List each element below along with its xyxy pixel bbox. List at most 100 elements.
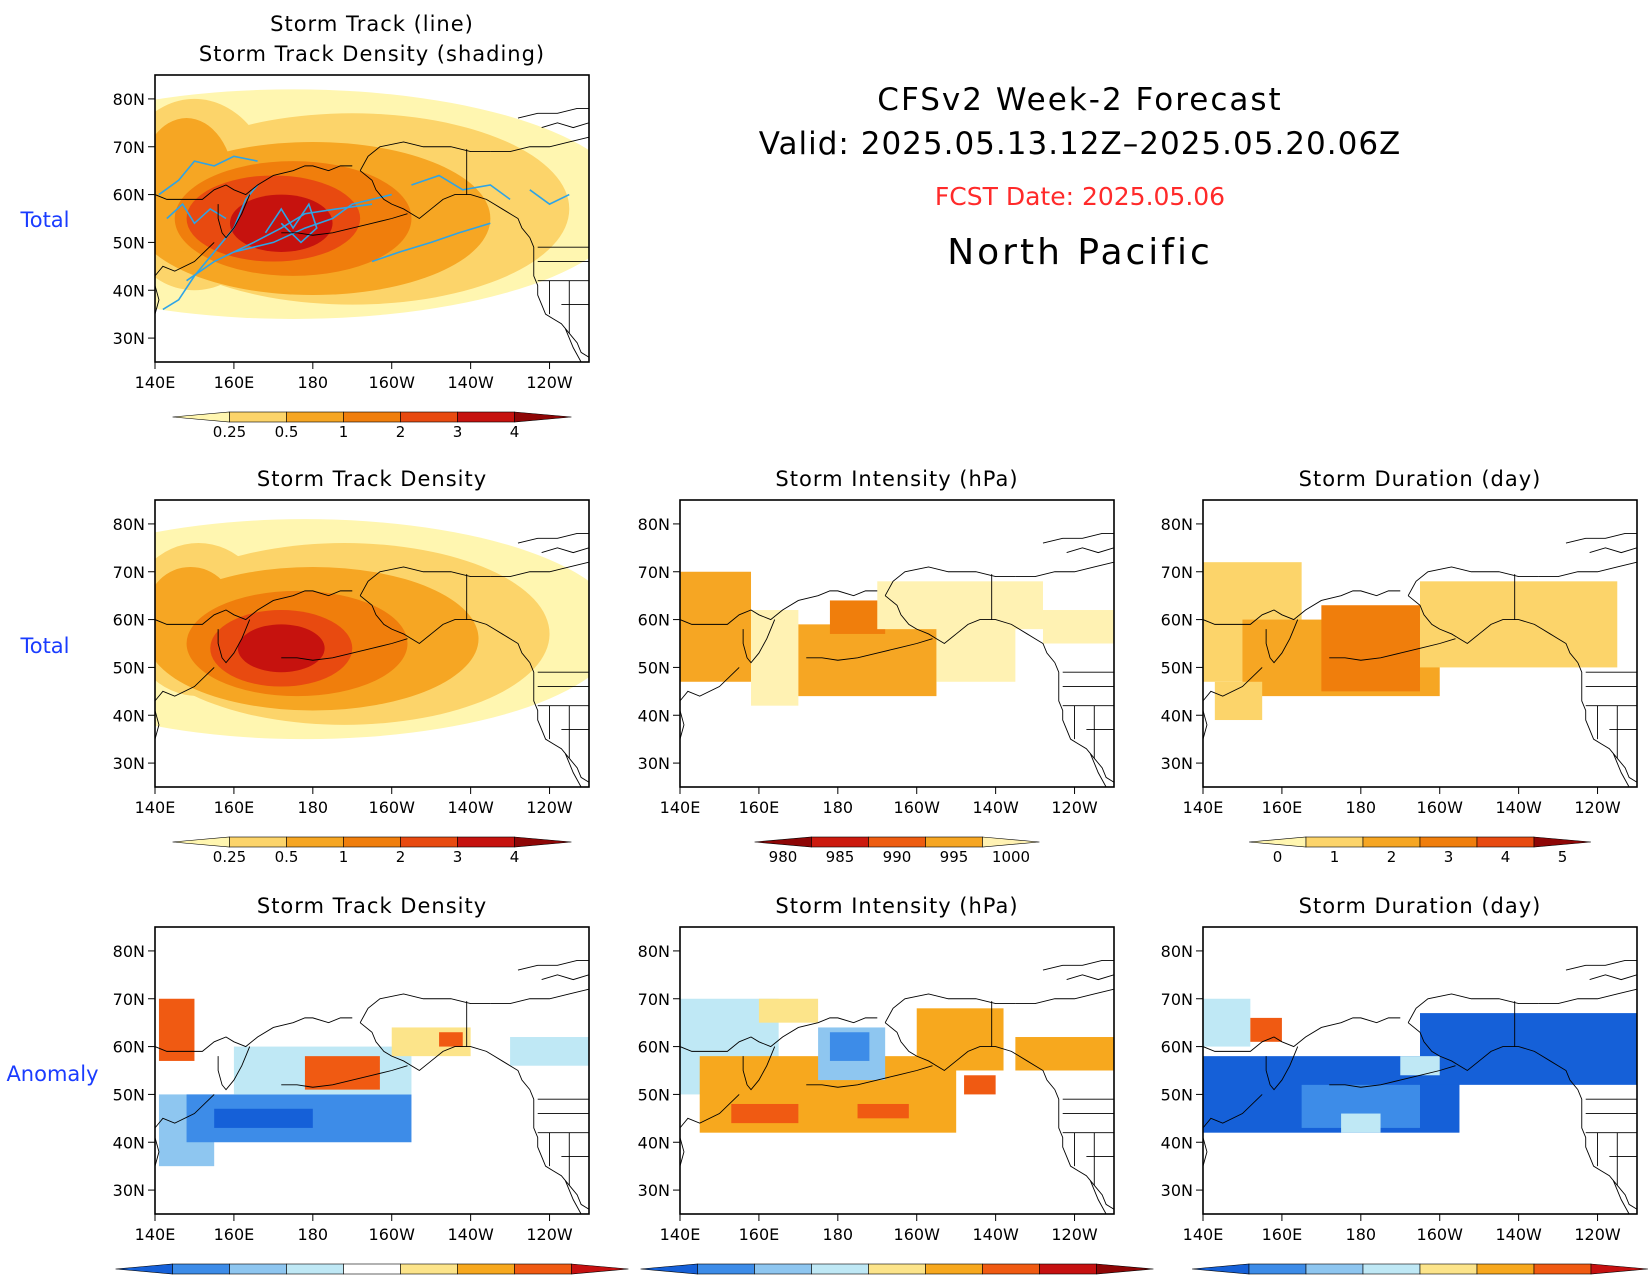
coastline	[1015, 561, 1114, 577]
panel-title: Storm Duration (day)	[1299, 467, 1542, 491]
coastline	[884, 1022, 1056, 1090]
colorbar-label: 0	[1273, 848, 1283, 866]
map-field	[155, 519, 589, 787]
colorbar-label: 5	[1558, 848, 1568, 866]
lon-tick-label: 140E	[1183, 1225, 1224, 1244]
colorbar-arrow	[1533, 836, 1592, 848]
lat-tick-label: 40N	[1161, 1133, 1193, 1152]
lon-tick-label: 120W	[1574, 798, 1621, 817]
grid-cell	[439, 1032, 463, 1047]
grid-cell	[798, 624, 937, 697]
coastline	[281, 638, 408, 661]
colorbar-segment	[229, 1263, 287, 1275]
coastline	[1612, 753, 1630, 787]
grid-cell	[304, 1056, 380, 1090]
colorbar-arrow	[1590, 1263, 1649, 1275]
colorbar-segment	[514, 1263, 572, 1275]
colorbar-label: 1	[339, 423, 349, 441]
map-panel-3: 140E 160E 180 160W 140W 120W 80N 70N 60N 50N 40N 30…	[1161, 467, 1638, 817]
colorbar-6: −0.4−0.200.20.4	[1191, 1263, 1649, 1275]
lat-tick-label: 40N	[1161, 706, 1193, 725]
coastline	[1203, 1137, 1208, 1168]
coastline	[529, 1089, 589, 1210]
lon-tick-label: 160W	[894, 1225, 941, 1244]
storm-track-line	[233, 193, 392, 253]
lat-tick-label: 70N	[113, 563, 145, 582]
row-label-total-1: Total	[20, 208, 70, 232]
coastline	[155, 1094, 215, 1129]
lat-tick-label: 60N	[113, 186, 145, 205]
lat-tick-label: 70N	[638, 563, 670, 582]
lon-tick-label: 160W	[894, 798, 941, 817]
coastline	[1565, 960, 1637, 971]
coastline	[359, 595, 531, 663]
panel-title: Storm Duration (day)	[1299, 894, 1542, 918]
lat-tick-label: 60N	[1161, 611, 1193, 630]
coastline	[1407, 993, 1539, 1023]
storm-track-line	[158, 155, 258, 196]
panel-title: Storm Track Density (shading)	[199, 42, 545, 66]
map-field	[680, 533, 1114, 787]
coastline	[155, 165, 353, 200]
colorbar-segment	[1305, 836, 1364, 848]
colorbar-label: 0.25	[213, 423, 246, 441]
colorbar-label: 2	[396, 423, 406, 441]
lat-tick-label: 50N	[113, 1085, 145, 1104]
coastline	[1054, 1089, 1114, 1210]
colorbar-segment	[1305, 1263, 1364, 1275]
coastline	[1577, 662, 1637, 783]
lat-tick-label: 30N	[113, 329, 145, 348]
lon-tick-label: 160E	[214, 798, 255, 817]
grid-cell	[214, 1108, 313, 1128]
colorbar-arrow	[571, 1263, 629, 1275]
lon-tick-label: 180	[298, 798, 329, 817]
colorbar-label: 0.25	[213, 848, 246, 866]
coastline	[1577, 1089, 1637, 1210]
lon-tick-label: 180	[823, 1225, 854, 1244]
colorbar-segment	[457, 1263, 515, 1275]
map-frame	[1202, 926, 1638, 1215]
lon-tick-label: 140W	[447, 798, 494, 817]
coastline	[680, 1094, 740, 1129]
coastline	[1538, 561, 1637, 577]
lon-tick-label: 140W	[1495, 798, 1542, 817]
coastline	[884, 595, 1056, 663]
coastline	[529, 237, 589, 358]
coastline	[155, 590, 353, 625]
storm-track-line	[186, 203, 373, 282]
coastline	[1329, 1065, 1456, 1088]
grid-cell	[1042, 610, 1114, 644]
coastline	[281, 1065, 408, 1088]
grid-cell	[1420, 581, 1618, 668]
lon-tick-label: 140E	[660, 1225, 701, 1244]
coastline	[1203, 710, 1208, 741]
panel-title: Storm Intensity (hPa)	[775, 467, 1018, 491]
colorbar-arrow	[1191, 1263, 1250, 1275]
lon-tick-label: 140E	[135, 798, 176, 817]
storm-track-line	[411, 174, 511, 201]
lon-tick-label: 120W	[1051, 1225, 1098, 1244]
lon-tick-label: 180	[298, 373, 329, 392]
grid-cell	[857, 1103, 909, 1119]
lon-tick-label: 160E	[739, 1225, 780, 1244]
map-frame	[154, 499, 590, 788]
density-contour	[237, 624, 325, 673]
coastline	[155, 242, 215, 277]
map-panel-1: 140E 160E 180 160W 140W 120W 80N 70N 60N 50N 40N 30…	[113, 467, 590, 817]
lat-tick-label: 70N	[1161, 990, 1193, 1009]
lat-tick-label: 40N	[113, 1133, 145, 1152]
colorbar-label: 2	[396, 848, 406, 866]
lat-tick-label: 80N	[638, 942, 670, 961]
colorbar-label: 4	[510, 423, 520, 441]
lon-tick-label: 160W	[1417, 1225, 1464, 1244]
lat-tick-label: 80N	[638, 515, 670, 534]
grid-cell	[1203, 998, 1251, 1047]
colorbar-segment	[754, 1263, 812, 1275]
grid-cell	[751, 610, 799, 706]
map-field	[680, 960, 1114, 1214]
lon-tick-label: 160W	[369, 373, 416, 392]
colorbar-2: 980 985 990 995 1000	[754, 836, 1040, 866]
colorbar-segment	[868, 836, 926, 848]
colorbar-segment	[1533, 1263, 1592, 1275]
coastline	[529, 662, 589, 783]
